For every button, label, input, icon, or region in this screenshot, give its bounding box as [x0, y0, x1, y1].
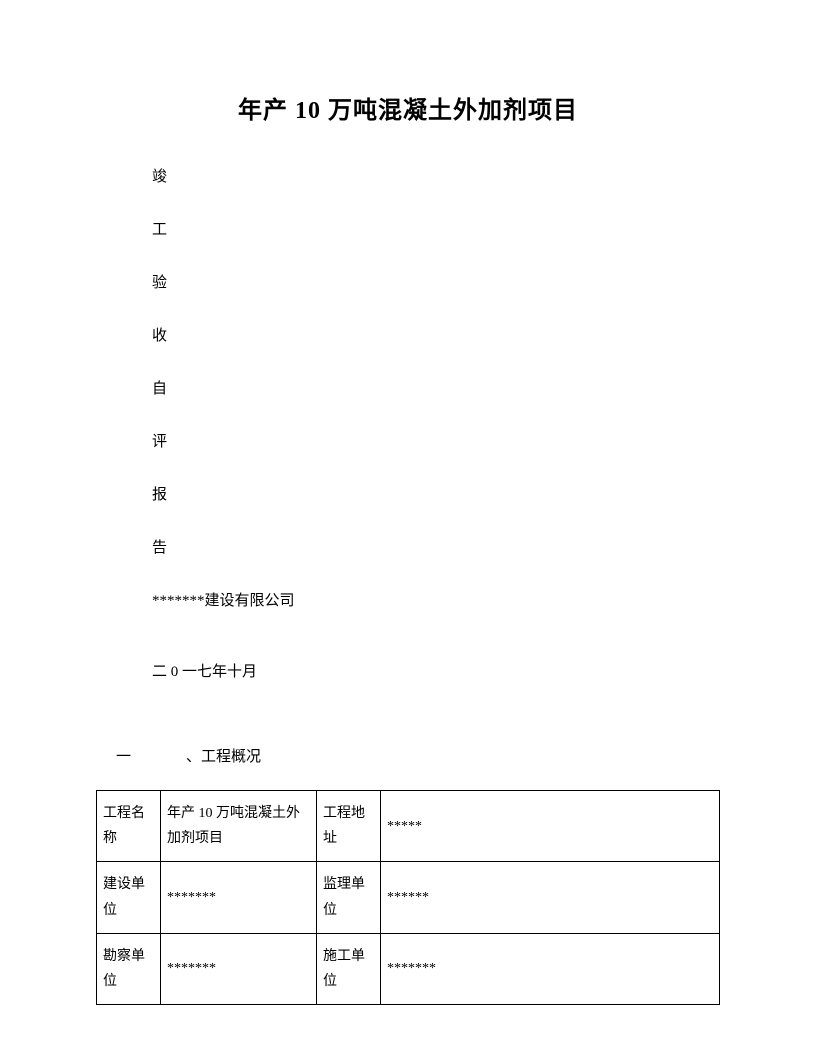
- subtitle-char: 报: [152, 483, 720, 504]
- cell-label: 工程名称: [97, 791, 161, 862]
- subtitle-char: 收: [152, 324, 720, 345]
- subtitle-char: 告: [152, 536, 720, 557]
- cell-label: 工程地址: [317, 791, 381, 862]
- cell-label: 施工单位: [317, 933, 381, 1004]
- subtitle-char: 验: [152, 271, 720, 292]
- cell-label: 监理单位: [317, 862, 381, 933]
- document-date: 二 0 一七年十月: [152, 660, 720, 681]
- page-title: 年产 10 万吨混凝土外加剂项目: [96, 90, 720, 125]
- cell-value: *******: [381, 933, 720, 1004]
- section-label: 、工程概况: [186, 749, 261, 765]
- cell-value: 年产 10 万吨混凝土外加剂项目: [161, 791, 317, 862]
- table-row: 勘察单位 ******* 施工单位 *******: [97, 933, 720, 1004]
- cell-label: 建设单位: [97, 862, 161, 933]
- cell-value: ******: [381, 862, 720, 933]
- cell-value: *****: [381, 791, 720, 862]
- table-row: 建设单位 ******* 监理单位 ******: [97, 862, 720, 933]
- subtitle-char: 竣: [152, 165, 720, 186]
- subtitle-char: 评: [152, 430, 720, 451]
- section-number: 一: [116, 745, 186, 766]
- subtitle-char: 自: [152, 377, 720, 398]
- table-row: 工程名称 年产 10 万吨混凝土外加剂项目 工程地址 *****: [97, 791, 720, 862]
- project-info-table: 工程名称 年产 10 万吨混凝土外加剂项目 工程地址 ***** 建设单位 **…: [96, 790, 720, 1005]
- subtitle-vertical: 竣 工 验 收 自 评 报 告: [152, 165, 720, 557]
- cell-value: *******: [161, 933, 317, 1004]
- section-heading: 一、工程概况: [116, 745, 720, 766]
- subtitle-char: 工: [152, 218, 720, 239]
- cell-value: *******: [161, 862, 317, 933]
- company-name: *******建设有限公司: [152, 589, 720, 610]
- cell-label: 勘察单位: [97, 933, 161, 1004]
